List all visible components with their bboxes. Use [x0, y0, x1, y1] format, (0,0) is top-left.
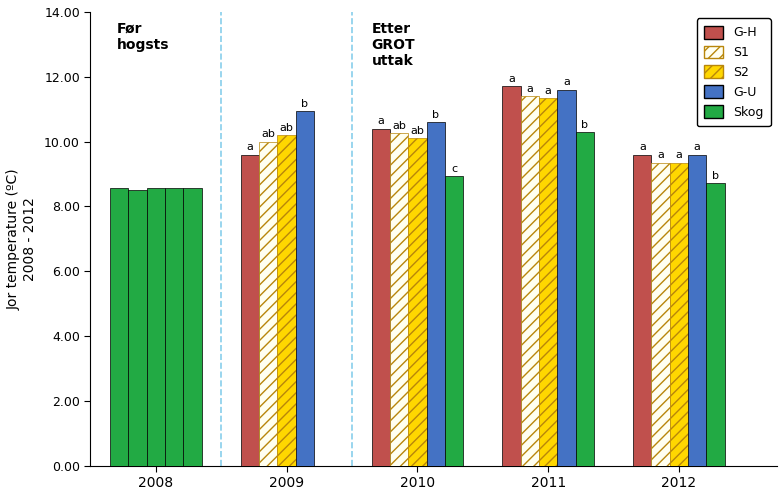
Text: a: a [694, 142, 701, 152]
Bar [408, 138, 426, 466]
Text: ab: ab [261, 129, 275, 139]
Text: a: a [676, 151, 682, 161]
Text: ab: ab [392, 121, 406, 131]
Bar [633, 155, 652, 466]
Bar [259, 142, 278, 466]
Bar [110, 188, 129, 466]
Text: Etter
GROT
uttak: Etter GROT uttak [372, 22, 416, 68]
Text: a: a [526, 84, 533, 94]
Text: a: a [639, 142, 646, 152]
Bar [521, 96, 539, 466]
Text: a: a [563, 78, 570, 87]
Bar [241, 155, 259, 466]
Bar [706, 183, 724, 466]
Text: a: a [246, 142, 253, 152]
Legend: G-H, S1, S2, G-U, Skog: G-H, S1, S2, G-U, Skog [697, 18, 771, 126]
Bar [147, 188, 165, 466]
Bar [278, 135, 296, 466]
Y-axis label: Jor temperature (ºC)
2008 - 2012: Jor temperature (ºC) 2008 - 2012 [7, 168, 37, 310]
Bar [539, 98, 557, 466]
Text: c: c [451, 164, 457, 174]
Bar [688, 155, 706, 466]
Text: Før
hogsts: Før hogsts [117, 22, 169, 52]
Bar [296, 111, 314, 466]
Bar [503, 86, 521, 466]
Bar [390, 134, 408, 466]
Bar [183, 188, 201, 466]
Text: b: b [301, 98, 308, 108]
Bar [445, 176, 463, 466]
Bar [575, 132, 594, 466]
Bar [557, 90, 575, 466]
Bar [129, 190, 147, 466]
Text: a: a [508, 74, 515, 84]
Text: a: a [377, 116, 384, 126]
Text: b: b [712, 171, 719, 181]
Text: ab: ab [280, 123, 293, 133]
Bar [165, 188, 183, 466]
Bar [372, 129, 390, 466]
Bar [426, 122, 445, 466]
Text: ab: ab [411, 126, 424, 136]
Text: a: a [657, 151, 664, 161]
Text: b: b [432, 110, 439, 120]
Bar [670, 163, 688, 466]
Bar [652, 163, 670, 466]
Text: a: a [545, 85, 552, 95]
Text: b: b [581, 120, 588, 130]
